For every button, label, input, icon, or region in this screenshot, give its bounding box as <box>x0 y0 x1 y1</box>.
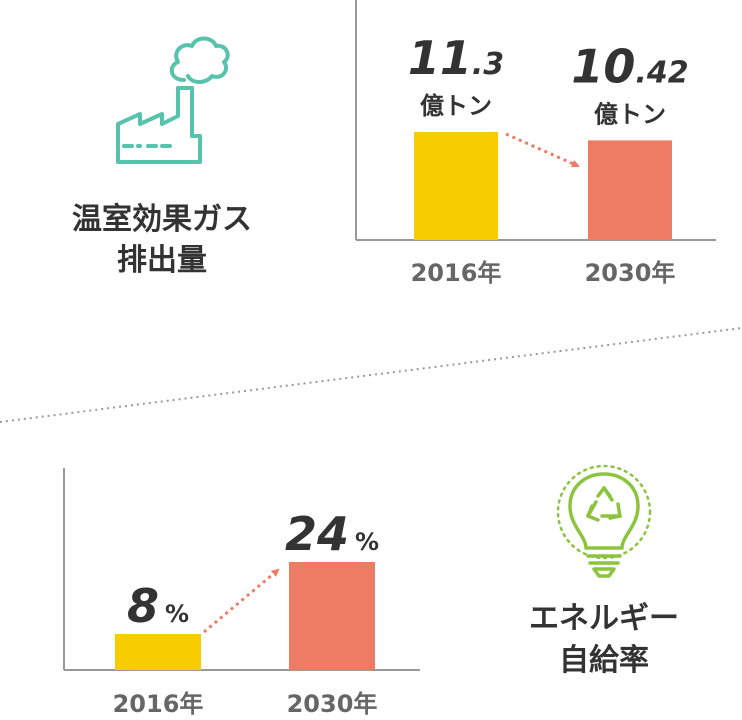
bar-value-label: 10.42 <box>571 39 688 93</box>
bar-value-label: 24% <box>285 507 379 561</box>
bar-value-label: 11.3 <box>408 31 504 85</box>
caption-energy-line2: 自給率 <box>559 643 649 678</box>
chart1-trend-arrow <box>505 132 580 168</box>
bar-unit-label: 億トン <box>420 92 492 120</box>
bar-2030 <box>289 562 375 670</box>
energy-chart: 8 % 24% 2016年 2030年 <box>63 468 420 718</box>
factory-icon <box>116 36 230 164</box>
caption-greenhouse-line1: 温室効果ガス <box>72 202 252 237</box>
caption-energy-line1: エネルギー <box>529 601 679 636</box>
x-tick-label: 2030年 <box>287 690 378 718</box>
caption-greenhouse-line2: 排出量 <box>117 243 207 278</box>
x-tick-label: 2016年 <box>113 690 204 718</box>
section-divider <box>0 327 742 423</box>
x-tick-label: 2030年 <box>585 259 676 287</box>
chart2-trend-arrow <box>203 568 280 634</box>
lightbulb-recycle-icon <box>556 464 652 578</box>
bar-value-label: 8% <box>127 579 189 633</box>
bar-2016 <box>115 634 201 670</box>
x-tick-label: 2016年 <box>411 259 502 287</box>
bar-2030 <box>588 140 672 240</box>
bar-unit-label: 億トン <box>594 100 666 128</box>
greenhouse-chart: 億トン 11.3 億トン 10.42 2016年 2030年 <box>355 0 716 287</box>
bar-2016 <box>414 132 498 240</box>
